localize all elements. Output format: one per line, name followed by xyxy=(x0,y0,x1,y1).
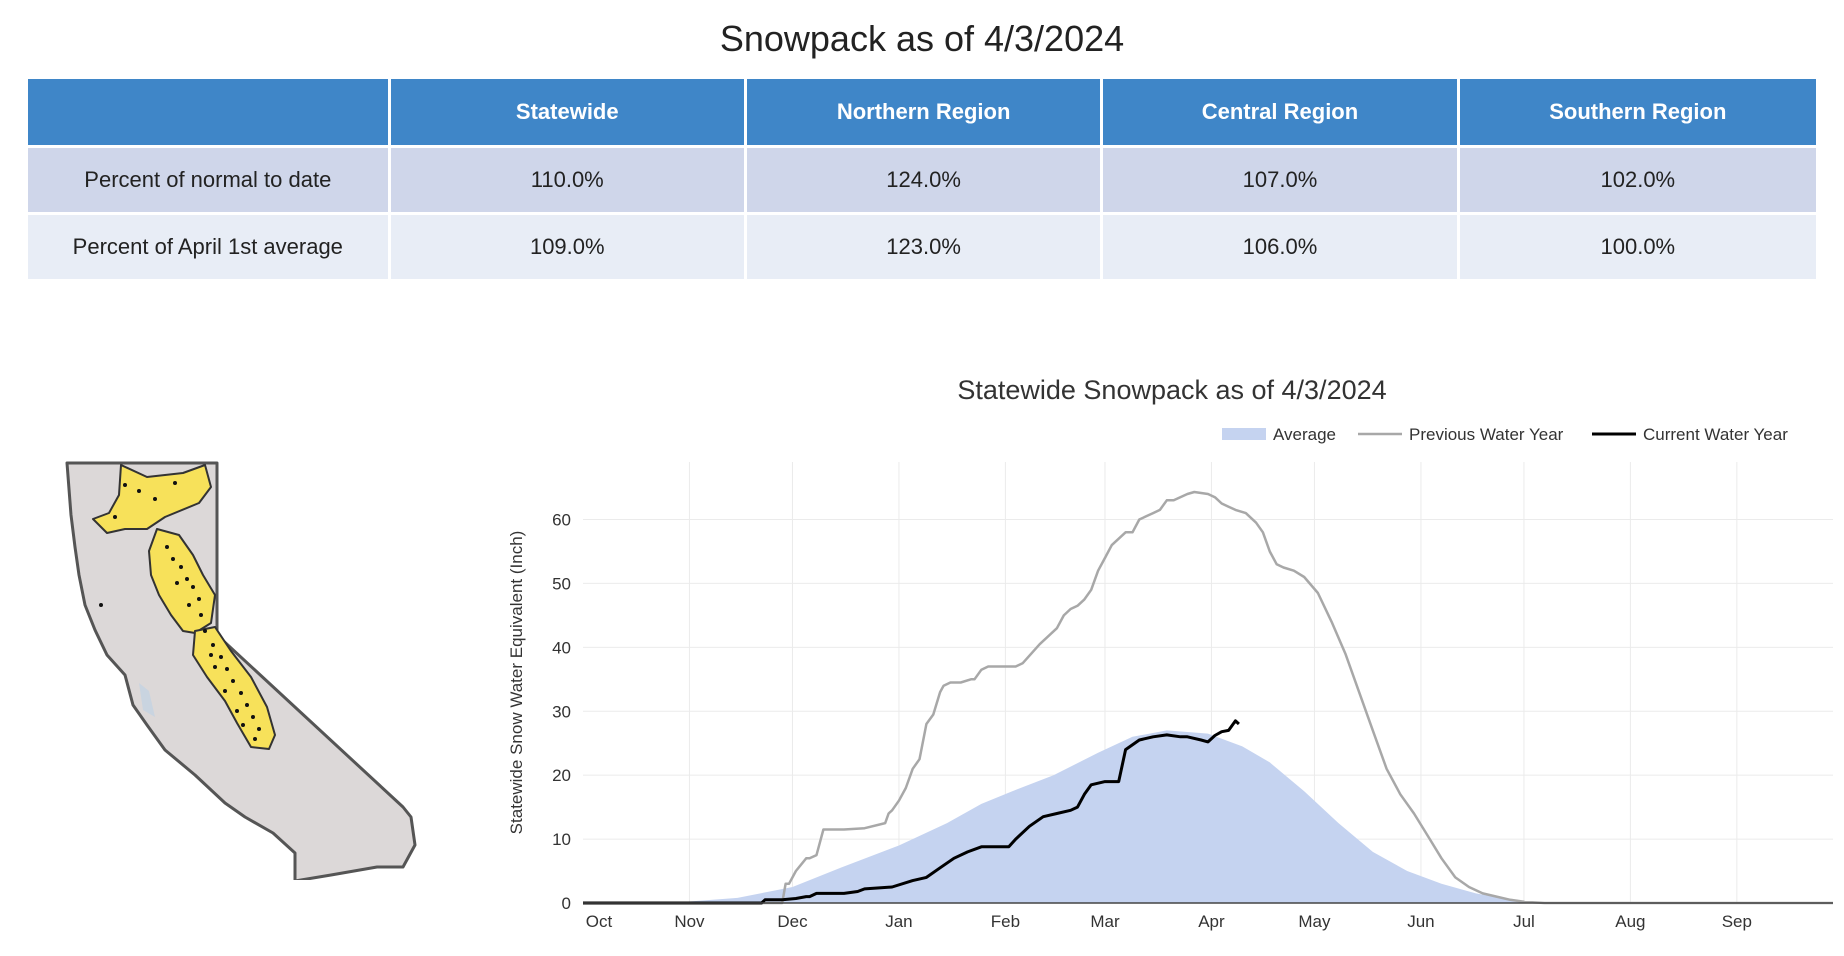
california-map xyxy=(55,455,430,883)
x-tick-label: Apr xyxy=(1198,912,1225,931)
x-tick-label: Sep xyxy=(1722,912,1752,931)
row-label: Percent of normal to date xyxy=(28,148,391,215)
water-feature xyxy=(139,683,155,717)
x-tick-label: Oct xyxy=(586,912,613,931)
california-map-svg xyxy=(65,461,417,883)
x-tick-label: Feb xyxy=(991,912,1020,931)
y-tick-label: 50 xyxy=(552,574,571,593)
x-tick-label: Nov xyxy=(674,912,705,931)
header-northern-region: Northern Region xyxy=(746,79,1104,148)
page-title: Snowpack as of 4/3/2024 xyxy=(719,18,1125,59)
header-statewide: Statewide xyxy=(390,79,747,148)
header-central-region: Central Region xyxy=(1103,79,1460,148)
x-tick-label: Dec xyxy=(777,912,808,931)
legend-label: Average xyxy=(1273,425,1336,444)
x-tick-label: May xyxy=(1298,912,1331,931)
current-water-year-line xyxy=(583,719,1240,905)
chart-series-layer xyxy=(583,490,1833,905)
x-tick-label: Jan xyxy=(885,912,912,931)
table-cell: 124.0% xyxy=(746,148,1104,215)
x-tick-label: Jul xyxy=(1513,912,1535,931)
snow-region-north xyxy=(92,464,212,534)
chart-axes: Oct Nov Dec Jan Feb Mar Apr May Jun Jul Aug Sep 0 10 2… xyxy=(507,511,1833,931)
x-tick-label: Mar xyxy=(1090,912,1120,931)
x-tick-label: Aug xyxy=(1615,912,1645,931)
y-tick-label: 40 xyxy=(552,638,571,657)
table-cell: 123.0% xyxy=(746,215,1104,282)
row-label: Percent of April 1st average xyxy=(28,215,391,282)
legend-swatch-average xyxy=(1222,428,1266,440)
table-header-row: Statewide Northern Region Central Region… xyxy=(28,79,1816,148)
table-cell: 107.0% xyxy=(1103,148,1460,215)
chart-title: Statewide Snowpack as of 4/3/2024 xyxy=(957,375,1387,405)
previous-water-year-line xyxy=(583,490,1833,905)
table-cell: 100.0% xyxy=(1459,215,1816,282)
y-tick-label: 60 xyxy=(552,511,571,530)
table-cell: 106.0% xyxy=(1103,215,1460,282)
table-cell: 110.0% xyxy=(390,148,747,215)
y-tick-label: 10 xyxy=(552,830,571,849)
y-tick-label: 20 xyxy=(552,766,571,785)
table-row: Percent of normal to date 110.0% 124.0% … xyxy=(28,148,1816,215)
y-tick-label: 0 xyxy=(562,894,571,913)
legend-label: Previous Water Year xyxy=(1409,425,1564,444)
table-cell: 109.0% xyxy=(390,215,747,282)
y-tick-label: 30 xyxy=(552,702,571,721)
snowpack-summary-table: Statewide Northern Region Central Region… xyxy=(28,79,1816,282)
snow-region-south xyxy=(192,626,276,750)
header-southern-region: Southern Region xyxy=(1459,79,1816,148)
snow-station-markers xyxy=(99,481,261,741)
legend-label: Current Water Year xyxy=(1643,425,1788,444)
y-axis-title: Statewide Snow Water Equivalent (Inch) xyxy=(507,531,526,835)
chart-legend: Average Previous Water Year Current Water … xyxy=(1222,425,1788,444)
header-empty xyxy=(28,79,391,148)
table-cell: 102.0% xyxy=(1459,148,1816,215)
x-tick-label: Jun xyxy=(1407,912,1434,931)
average-area xyxy=(583,730,1833,903)
table-row: Percent of April 1st average 109.0% 123.… xyxy=(28,215,1816,282)
